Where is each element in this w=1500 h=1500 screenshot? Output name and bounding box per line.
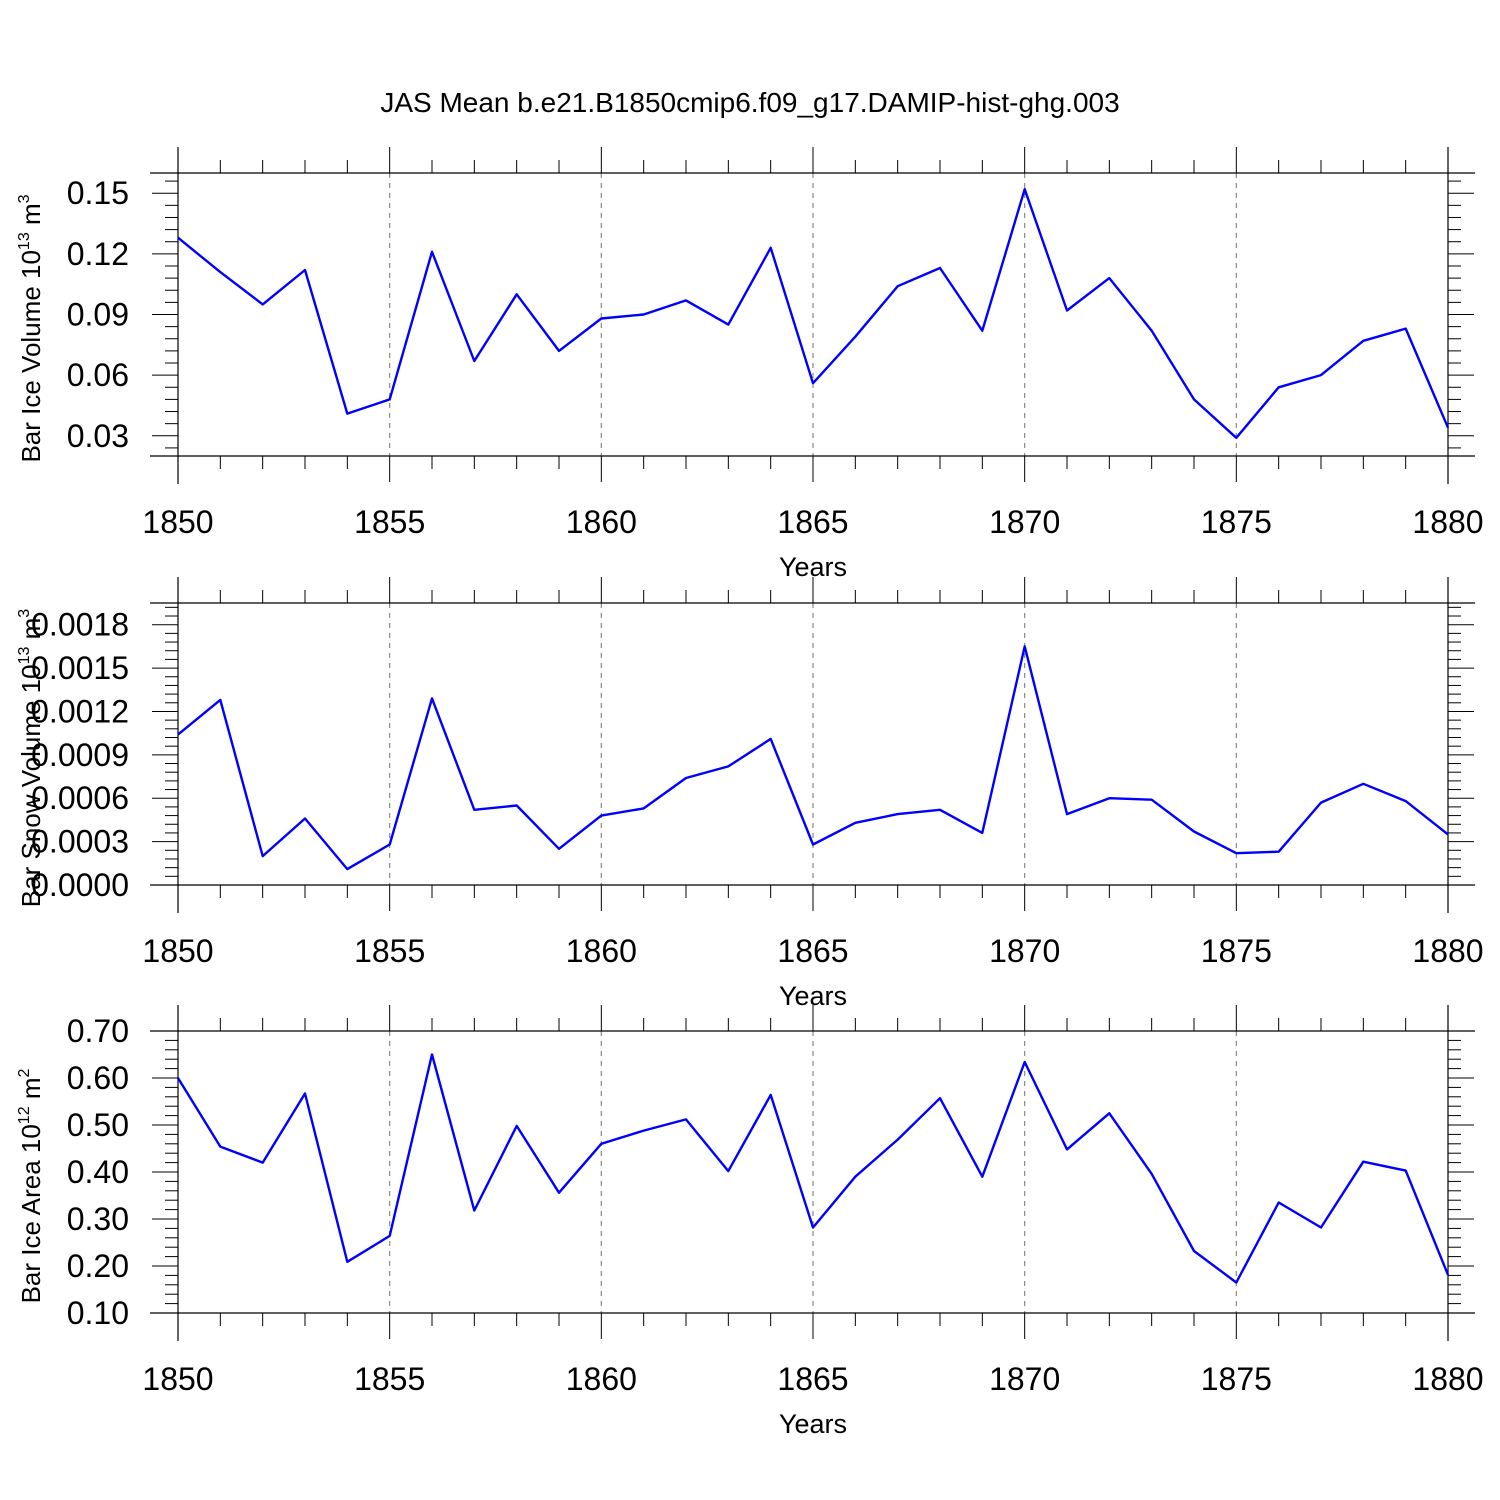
y-tick-label: 0.0018: [31, 607, 129, 643]
x-tick-label: 1875: [1201, 933, 1272, 969]
x-tick-label: 1865: [777, 1361, 848, 1397]
y-tick-label: 0.12: [67, 236, 129, 272]
y-tick-label: 0.10: [67, 1295, 129, 1331]
y-tick-label: 0.60: [67, 1060, 129, 1096]
x-tick-label: 1860: [566, 1361, 637, 1397]
x-axis-label: Years: [779, 1409, 847, 1439]
x-tick-label: 1870: [989, 1361, 1060, 1397]
y-tick-label: 0.20: [67, 1248, 129, 1284]
x-tick-label: 1860: [566, 933, 637, 969]
panel-2: 1850 1855 1860 1865 1870 1875 1880 0.0000 0.0003…: [16, 577, 1484, 1011]
x-tick-label: 1865: [777, 504, 848, 540]
figure-title: JAS Mean b.e21.B1850cmip6.f09_g17.DAMIP-…: [380, 87, 1119, 118]
y-tick-label: 0.50: [67, 1107, 129, 1143]
y-axis-label: Bar Snow Volume 1013 m3: [16, 609, 46, 908]
x-tick-label: 1880: [1412, 933, 1483, 969]
x-tick-label: 1875: [1201, 1361, 1272, 1397]
y-tick-label: 0.40: [67, 1154, 129, 1190]
x-tick-label: 1860: [566, 504, 637, 540]
y-tick-label: 0.70: [67, 1013, 129, 1049]
x-tick-label: 1870: [989, 504, 1060, 540]
panel-3: 1850 1855 1860 1865 1870 1875 1880 0.10 0.20 0.30…: [16, 1005, 1484, 1439]
y-tick-label: 0.0015: [31, 650, 129, 686]
x-tick-label: 1850: [142, 504, 213, 540]
y-tick-label: 0.0000: [31, 867, 129, 903]
x-tick-label: 1875: [1201, 504, 1272, 540]
y-tick-label: 0.0009: [31, 737, 129, 773]
x-tick-label: 1850: [142, 1361, 213, 1397]
x-tick-label: 1855: [354, 933, 425, 969]
panels: 1850 1855 1860 1865 1870 1875 1880 0.03 0.06 0.09…: [16, 147, 1484, 1439]
x-tick-label: 1880: [1412, 1361, 1483, 1397]
x-tick-label: 1855: [354, 1361, 425, 1397]
y-tick-label: 0.09: [67, 297, 129, 333]
series-line: [176, 1053, 1450, 1284]
y-tick-label: 0.06: [67, 357, 129, 393]
y-tick-label: 0.0006: [31, 780, 129, 816]
y-tick-label: 0.30: [67, 1201, 129, 1237]
y-tick-label: 0.0012: [31, 693, 129, 729]
y-tick-label: 0.0003: [31, 824, 129, 860]
x-tick-label: 1880: [1412, 504, 1483, 540]
y-tick-label: 0.15: [67, 175, 129, 211]
y-tick-label: 0.03: [67, 418, 129, 454]
x-tick-label: 1855: [354, 504, 425, 540]
x-tick-label: 1850: [142, 933, 213, 969]
x-tick-label: 1870: [989, 933, 1060, 969]
panel-1: 1850 1855 1860 1865 1870 1875 1880 0.03 0.06 0.09…: [16, 147, 1484, 582]
series-line: [177, 187, 1450, 439]
y-axis-label: Bar Ice Area 1012 m2: [16, 1068, 46, 1303]
series-line: [177, 645, 1449, 871]
y-axis-label: Bar Ice Volume 1013 m3: [16, 194, 46, 462]
x-tick-label: 1865: [777, 933, 848, 969]
